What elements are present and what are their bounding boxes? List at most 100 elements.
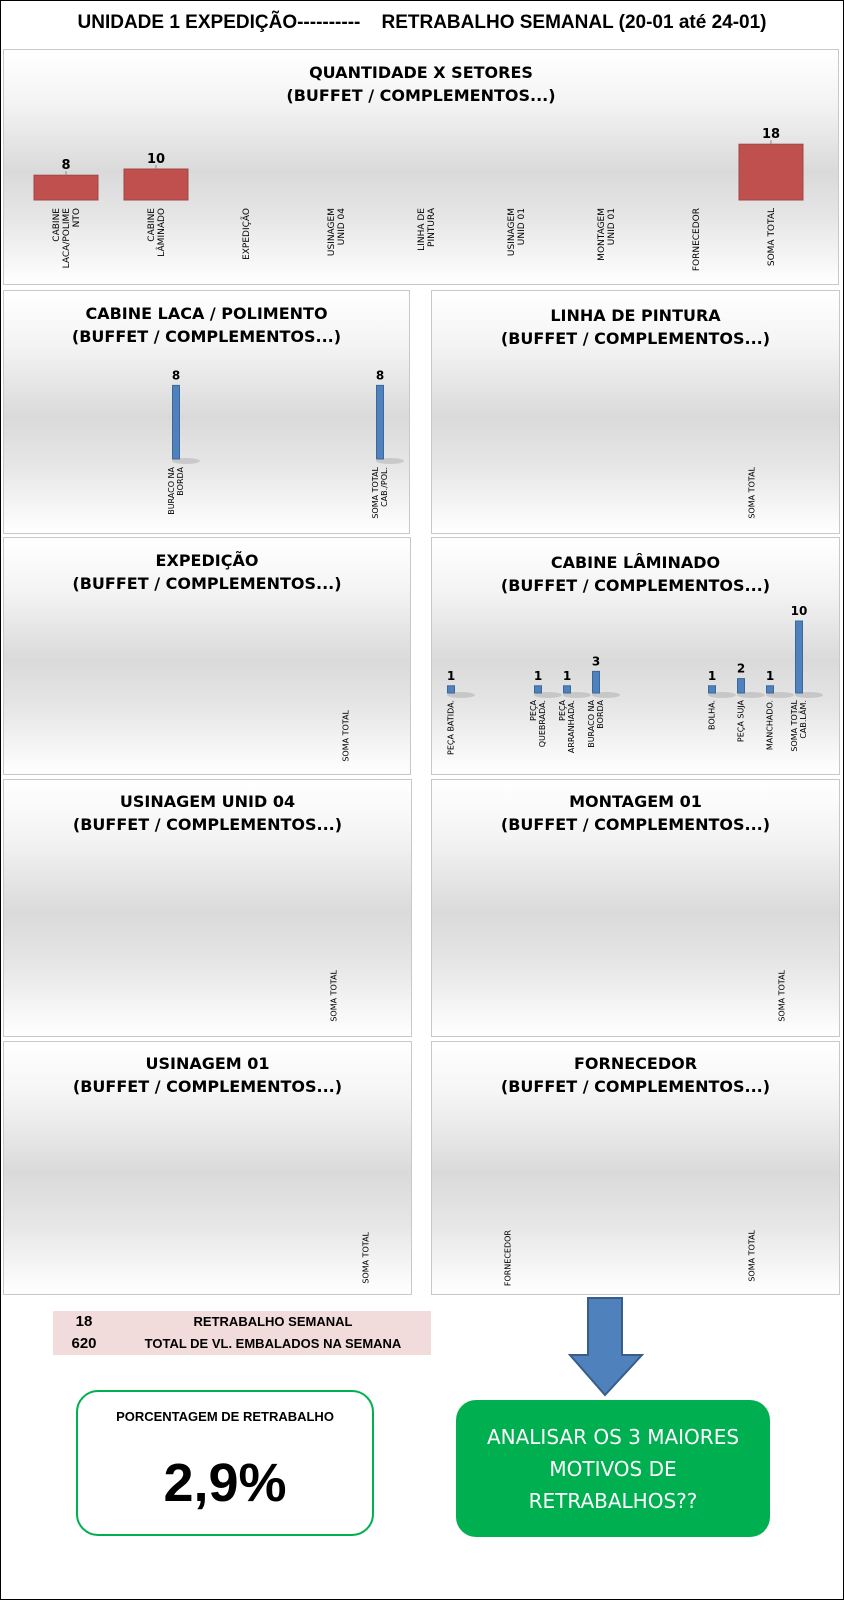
chart-linha-pintura: LINHA DE PINTURA (BUFFET / COMPLEMENTOS.… bbox=[431, 290, 840, 534]
data-label: 1 bbox=[708, 669, 716, 683]
chart-cabine-laminado: CABINE LÂMINADO (BUFFET / COMPLEMENTOS..… bbox=[431, 537, 840, 775]
bar bbox=[708, 685, 716, 694]
category-label-line: BORDA bbox=[596, 699, 605, 728]
category-label: BOLHA. bbox=[708, 700, 717, 730]
chart-svg: SOMA TOTAL bbox=[342, 709, 351, 761]
chart-quantidade-setores: QUANTIDADE X SETORES (BUFFET / COMPLEMEN… bbox=[3, 49, 839, 285]
category-label: CABINE LACA/POLIME NTO bbox=[52, 208, 82, 269]
chart-title-line2: (BUFFET / COMPLEMENTOS...) bbox=[500, 576, 771, 595]
category-label-line: PEÇA bbox=[529, 699, 538, 720]
chart-title-line2: (BUFFET / COMPLEMENTOS...) bbox=[72, 574, 342, 593]
chart-title-line1: EXPEDIÇÃO bbox=[155, 551, 259, 570]
bar bbox=[376, 384, 384, 460]
chart-cabine-laca: CABINE LACA / POLIMENTO (BUFFET / COMPLE… bbox=[3, 290, 410, 534]
chart-title-line2: (BUFFET / COMPLEMENTOS...) bbox=[72, 815, 343, 834]
chart-title-line2: (BUFFET / COMPLEMENTOS...) bbox=[71, 327, 342, 346]
chart-title-line2: (BUFFET / COMPLEMENTOS...) bbox=[500, 329, 771, 348]
category-label-line: QUEBRADA. bbox=[538, 700, 547, 747]
category-label: SOMA TOTAL bbox=[342, 709, 351, 761]
category-label-line: CAB.LÂM. bbox=[797, 700, 808, 739]
category-label-line: SOMA TOTAL bbox=[748, 1229, 757, 1281]
bar bbox=[447, 685, 455, 694]
chart-title-line2: (BUFFET / COMPLEMENTOS...) bbox=[286, 86, 556, 105]
category-label: FORNECEDOR bbox=[692, 208, 702, 271]
chart-title-line1: CABINE LÂMINADO bbox=[550, 553, 721, 572]
chart-title-line1: LINHA DE PINTURA bbox=[550, 306, 721, 325]
bar bbox=[172, 384, 180, 460]
category-label-line: ARRANHADA. bbox=[567, 700, 576, 753]
category-label-line: SOMA TOTAL bbox=[767, 208, 777, 266]
data-label: 8 bbox=[376, 368, 384, 382]
category-label-line: SOMA TOTAL bbox=[778, 969, 787, 1021]
bar bbox=[534, 685, 542, 694]
category-label-line: FORNECEDOR bbox=[692, 208, 702, 271]
chart-svg: SOMA TOTAL bbox=[778, 969, 787, 1021]
chart-svg: SOMA TOTAL bbox=[748, 466, 757, 518]
chart-fornecedor: FORNECEDOR (BUFFET / COMPLEMENTOS...) FO… bbox=[431, 1041, 840, 1295]
data-label: 2 bbox=[737, 662, 745, 676]
category-label-line: CABINE bbox=[147, 208, 157, 242]
bar bbox=[123, 168, 189, 201]
category-label: MANCHADO. bbox=[766, 700, 775, 750]
summary-label: RETRABALHO SEMANAL bbox=[193, 1314, 353, 1329]
bar-shadow bbox=[592, 692, 620, 698]
data-label: 10 bbox=[791, 604, 808, 618]
category-label: PEÇA BATIDA. bbox=[447, 700, 456, 755]
chart-title-line1: CABINE LACA / POLIMENTO bbox=[85, 304, 328, 323]
arrow-down-icon bbox=[568, 1297, 644, 1397]
data-label: 1 bbox=[766, 669, 774, 683]
category-label-line: FORNECEDOR bbox=[504, 1230, 513, 1287]
category-label: SOMA TOTAL bbox=[767, 208, 777, 266]
chart-title-line1: MONTAGEM 01 bbox=[569, 792, 702, 811]
category-label: MONTAGEM UNID 01 bbox=[597, 208, 617, 261]
category-label-line: USINAGEM bbox=[507, 208, 517, 256]
data-label: 1 bbox=[563, 669, 571, 683]
category-label-line: LÂMINADO bbox=[155, 208, 167, 257]
category-label-line: PEÇA SUJA bbox=[737, 699, 746, 742]
chart-montagem-01: MONTAGEM 01 (BUFFET / COMPLEMENTOS...) S… bbox=[431, 779, 840, 1037]
category-label: EXPEDIÇÃO bbox=[241, 208, 252, 260]
chart-title-line2: (BUFFET / COMPLEMENTOS...) bbox=[500, 815, 771, 834]
category-label-line: CABINE bbox=[52, 208, 62, 242]
data-label: 10 bbox=[147, 152, 165, 167]
chart-expedicao: EXPEDIÇÃO (BUFFET / COMPLEMENTOS...) SOM… bbox=[3, 537, 411, 775]
category-label: PEÇA ARRANHADA. bbox=[558, 699, 576, 753]
summary-label: TOTAL DE VL. EMBALADOS NA SEMANA bbox=[144, 1336, 402, 1351]
chart-svg: SOMA TOTAL bbox=[330, 969, 339, 1021]
category-label-line: PEÇA BATIDA. bbox=[447, 700, 456, 755]
data-label: 3 bbox=[592, 654, 600, 668]
bar bbox=[766, 685, 774, 694]
category-label-line: MONTAGEM bbox=[597, 208, 607, 261]
category-label: SOMA TOTAL bbox=[362, 1231, 371, 1283]
bar bbox=[738, 143, 804, 201]
bar-shadow bbox=[172, 458, 200, 464]
category-label: SOMA TOTAL bbox=[748, 1229, 757, 1281]
category-label-line: SOMA TOTAL bbox=[342, 709, 351, 761]
category-label-line: SOMA TOTAL bbox=[790, 699, 799, 751]
bar bbox=[592, 670, 600, 694]
category-label-line: SOMA TOTAL bbox=[362, 1231, 371, 1283]
percentage-label: PORCENTAGEM DE RETRABALHO bbox=[116, 1409, 334, 1424]
category-label-line: USINAGEM bbox=[327, 208, 337, 256]
category-label-line: PEÇA bbox=[558, 699, 567, 720]
bar bbox=[563, 685, 571, 694]
bar bbox=[33, 174, 99, 201]
category-label-line: PINTURA bbox=[427, 207, 437, 247]
category-label: SOMA TOTAL bbox=[778, 969, 787, 1021]
category-label-line: UNID 01 bbox=[607, 208, 617, 245]
chart-title-line2: (BUFFET / COMPLEMENTOS...) bbox=[500, 1077, 771, 1096]
category-label: SOMA TOTAL CAB./POL. bbox=[371, 466, 389, 518]
chart-svg: FORNECEDOR SOMA TOTAL bbox=[504, 1229, 757, 1287]
data-label: 8 bbox=[172, 368, 180, 382]
percentage-box: PORCENTAGEM DE RETRABALHO 2,9% bbox=[76, 1390, 374, 1536]
category-label: PEÇA QUEBRADA. bbox=[529, 699, 547, 747]
category-label-line: LINHA DE bbox=[417, 208, 427, 251]
category-label-line: UNID 01 bbox=[517, 208, 527, 245]
category-label-line: BORDA bbox=[176, 466, 185, 495]
category-label: PEÇA SUJA bbox=[737, 699, 746, 742]
data-label: 1 bbox=[534, 669, 542, 683]
category-label-line: CAB./POL. bbox=[380, 467, 389, 507]
chart-usinagem-01: USINAGEM 01 (BUFFET / COMPLEMENTOS...) S… bbox=[3, 1041, 412, 1295]
